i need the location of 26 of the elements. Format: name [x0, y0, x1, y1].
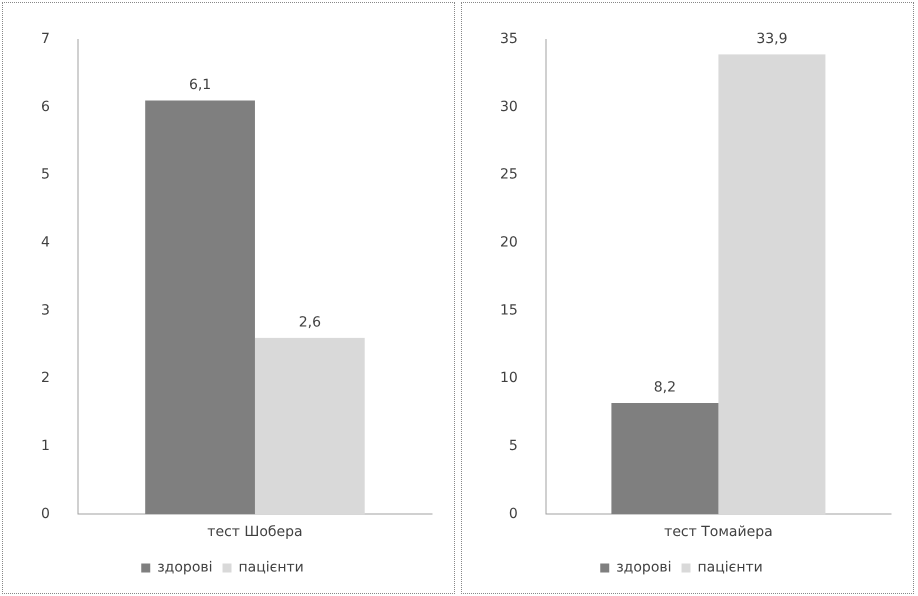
y-tick-label: 10 [500, 370, 518, 386]
y-tick-label: 6 [40, 98, 50, 115]
y-tick-label: 3 [40, 302, 50, 318]
y-tick-label: 2 [40, 370, 50, 386]
y-tick-label: 20 [500, 234, 518, 251]
data-label: 2,6 [298, 314, 322, 330]
y-tick-label: 30 [500, 98, 518, 115]
x-tick-label: тест Томайера [664, 524, 773, 540]
y-tick-label: 0 [40, 506, 50, 522]
legend-label: пацієнти [238, 560, 304, 576]
legend-label: здорові [157, 560, 213, 576]
y-tick-label: 1 [40, 438, 50, 454]
y-tick-label: 35 [500, 31, 518, 48]
x-tick-label: тест Шобера [207, 524, 303, 540]
data-label: 8,2 [654, 380, 676, 396]
y-tick-label: 15 [500, 302, 518, 318]
y-tick-label: 4 [40, 234, 50, 251]
y-tick-label: 0 [508, 506, 518, 522]
y-tick-label: 5 [508, 438, 518, 454]
legend-label: здорові [616, 560, 672, 576]
y-tick-label: 5 [40, 166, 50, 183]
data-label: 33,9 [756, 30, 788, 47]
y-tick-label: 7 [40, 31, 50, 48]
y-tick-label: 25 [500, 166, 518, 183]
legend-label: пацієнти [698, 560, 763, 576]
data-label: 6,1 [188, 77, 212, 94]
